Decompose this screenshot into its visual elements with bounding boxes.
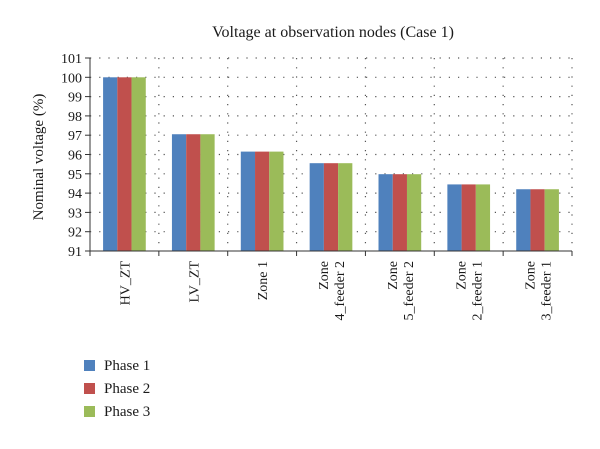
bars [103, 77, 559, 251]
y-tick-label: 98 [68, 110, 82, 125]
x-category-label: Zone 4_feeder 2 [317, 261, 348, 320]
bar-phase-2 [255, 151, 270, 251]
y-tick-label: 93 [68, 206, 82, 221]
y-tick-label: 95 [68, 168, 82, 183]
legend-label: Phase 2 [104, 381, 150, 397]
x-category-label: HV_ZT [118, 261, 133, 306]
bar-phase-3 [406, 174, 422, 251]
bar-phase-2 [530, 189, 545, 251]
chart-title: Voltage at observation nodes (Case 1) [212, 24, 454, 41]
x-category-label: Zone 3_feeder 1 [524, 261, 555, 320]
x-category-label: LV_ZT [187, 261, 202, 303]
legend-label: Phase 1 [104, 358, 150, 374]
x-category-label-line: Zone [524, 261, 539, 290]
bar-phase-3 [544, 189, 559, 251]
y-tick-label: 92 [68, 226, 82, 241]
bar-phase-2 [461, 184, 476, 251]
y-tick-label: 99 [68, 91, 82, 106]
legend-swatch [84, 360, 95, 371]
x-category-label-line: HV_ZT [118, 261, 133, 306]
bar-phase-2 [117, 77, 132, 251]
bar-phase-2 [323, 163, 339, 251]
y-tick-label: 94 [68, 187, 82, 202]
x-category-label-line: LV_ZT [187, 261, 202, 303]
bar-phase-1 [309, 163, 324, 251]
y-tick-label: 101 [61, 52, 82, 67]
x-category-labels: HV_ZT LV_ZT Zone 1 Zone 4_feeder 2 Zone 5_feed… [118, 261, 554, 321]
bar-phase-1 [447, 184, 462, 251]
x-category-label-line: Zone [455, 261, 470, 290]
x-category-label-line: 4_feeder 2 [333, 261, 348, 320]
x-category-label: Zone 2_feeder 1 [455, 261, 486, 320]
bar-phase-1 [103, 77, 118, 251]
bar-phase-2 [392, 174, 407, 251]
y-axis-label: Nominal voltage (%) [31, 94, 47, 221]
bar-phase-3 [475, 184, 491, 251]
bar-phase-1 [516, 189, 531, 251]
y-tick-labels: 91 92 93 94 95 96 97 98 99 100 101 [61, 52, 82, 260]
x-category-label-line: 5_feeder 2 [402, 261, 417, 320]
x-category-label-line: Zone [317, 261, 332, 290]
y-tick-label: 100 [61, 71, 82, 86]
x-category-label: Zone 1 [256, 261, 271, 300]
bar-phase-3 [269, 151, 284, 251]
x-category-label-line: Zone 1 [256, 261, 271, 300]
axes [85, 57, 573, 256]
x-category-label-line: 2_feeder 1 [471, 261, 486, 320]
bar-phase-3 [131, 77, 146, 251]
legend-swatch [84, 383, 95, 394]
bar-phase-1 [378, 174, 393, 251]
bar-phase-3 [200, 134, 215, 251]
x-category-label-line: 3_feeder 1 [540, 261, 555, 320]
x-category-label: Zone 5_feeder 2 [386, 261, 417, 320]
legend-label: Phase 3 [104, 404, 150, 420]
legend-swatch [84, 406, 95, 417]
bar-phase-2 [186, 134, 201, 251]
bar-phase-3 [338, 163, 353, 251]
legend: Phase 1 Phase 2 Phase 3 [84, 358, 150, 420]
y-tick-label: 97 [68, 129, 82, 144]
x-category-label-line: Zone [386, 261, 401, 290]
bar-phase-1 [240, 151, 256, 251]
y-tick-label: 96 [68, 149, 82, 164]
bar-phase-1 [171, 134, 187, 251]
y-tick-label: 91 [68, 245, 82, 260]
